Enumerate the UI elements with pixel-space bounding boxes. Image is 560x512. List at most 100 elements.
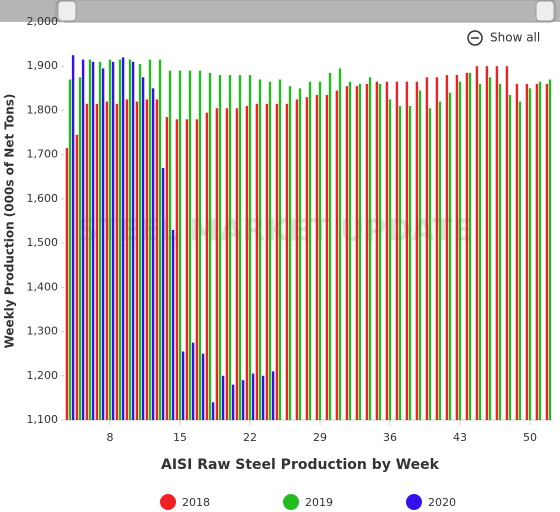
bar: [378, 83, 382, 421]
bar: [188, 70, 192, 421]
bar: [118, 59, 122, 420]
bar: [131, 61, 135, 421]
bar: [105, 101, 109, 420]
bar: [111, 61, 115, 421]
x-tick-label: 36: [383, 431, 397, 444]
bar: [415, 81, 419, 420]
x-tick-label: 43: [453, 431, 467, 444]
bar: [165, 117, 169, 421]
bar: [475, 66, 479, 420]
bar: [335, 90, 339, 421]
bar: [358, 83, 362, 421]
bar: [135, 101, 139, 420]
bar: [478, 83, 482, 421]
bar: [195, 119, 199, 421]
bar: [251, 373, 255, 420]
bar: [155, 99, 159, 420]
bar: [248, 75, 252, 421]
bar: [271, 371, 275, 420]
bar: [505, 66, 509, 420]
bar: [328, 72, 332, 420]
bar: [288, 86, 292, 420]
bar: [231, 384, 235, 420]
show-all-button[interactable]: Show all: [467, 30, 540, 46]
bar: [308, 81, 312, 420]
bar: [498, 83, 502, 421]
bar: [458, 81, 462, 420]
y-tick-label: 1,400: [27, 280, 59, 293]
bar: [418, 90, 422, 421]
y-axis-title: Weekly Production (000s of Net Tons): [3, 94, 17, 349]
legend-label: 2020: [428, 496, 456, 509]
bar: [448, 92, 452, 420]
bar: [238, 75, 242, 421]
bar: [468, 72, 472, 420]
legend-swatch: [406, 494, 422, 510]
y-tick-label: 1,700: [27, 148, 59, 161]
bar: [488, 77, 492, 421]
bar: [255, 103, 259, 421]
bar: [121, 57, 125, 420]
bar: [85, 103, 89, 421]
bar: [275, 103, 279, 421]
bar: [208, 72, 212, 420]
bar: [345, 86, 349, 420]
bar: [385, 81, 389, 420]
bar: [355, 86, 359, 420]
bar: [198, 70, 202, 421]
bar: [108, 59, 112, 420]
bar: [298, 88, 302, 420]
bar: [485, 66, 489, 420]
bar: [241, 380, 245, 420]
y-tick-label: 2,000: [27, 15, 59, 28]
bar: [141, 77, 145, 421]
legend-label: 2019: [305, 496, 333, 509]
bar: [228, 75, 232, 421]
bar: [268, 81, 272, 420]
bar: [185, 119, 189, 421]
bar: [278, 79, 282, 420]
bar: [68, 79, 72, 420]
bar: [71, 55, 75, 421]
bar: [221, 375, 225, 420]
bar: [171, 229, 175, 420]
y-tick-label: 1,600: [27, 192, 59, 205]
bar: [258, 79, 262, 420]
bar: [115, 103, 119, 421]
bar: [128, 59, 132, 420]
bar: [518, 101, 522, 420]
bar: [148, 59, 152, 420]
y-tick-label: 1,300: [27, 325, 59, 338]
bar: [151, 88, 155, 420]
bar: [78, 77, 82, 421]
bar: [305, 97, 309, 420]
bar: [181, 351, 185, 420]
bar: [435, 77, 439, 421]
bar: [548, 79, 552, 420]
bar: [408, 106, 412, 421]
bar: [205, 112, 209, 421]
y-tick-label: 1,200: [27, 369, 59, 382]
zoom-icon: [467, 30, 483, 46]
bar: [365, 83, 369, 421]
bar: [145, 99, 149, 420]
bar: [211, 402, 215, 420]
bar: [265, 103, 269, 421]
bar: [161, 167, 165, 420]
bar: [508, 94, 512, 420]
x-tick-label: 15: [173, 431, 187, 444]
bar: [285, 103, 289, 421]
bar: [88, 59, 92, 420]
bar: [75, 134, 79, 420]
bar: [438, 101, 442, 420]
navigator-handle[interactable]: [57, 0, 77, 22]
button-label[interactable]: Show all: [490, 31, 540, 45]
bar: [215, 108, 219, 420]
bar: [338, 68, 342, 420]
navigator-handle[interactable]: [535, 0, 555, 22]
bar: [158, 59, 162, 420]
bar: [81, 59, 85, 420]
bar: [98, 61, 102, 421]
bar: [525, 83, 529, 421]
